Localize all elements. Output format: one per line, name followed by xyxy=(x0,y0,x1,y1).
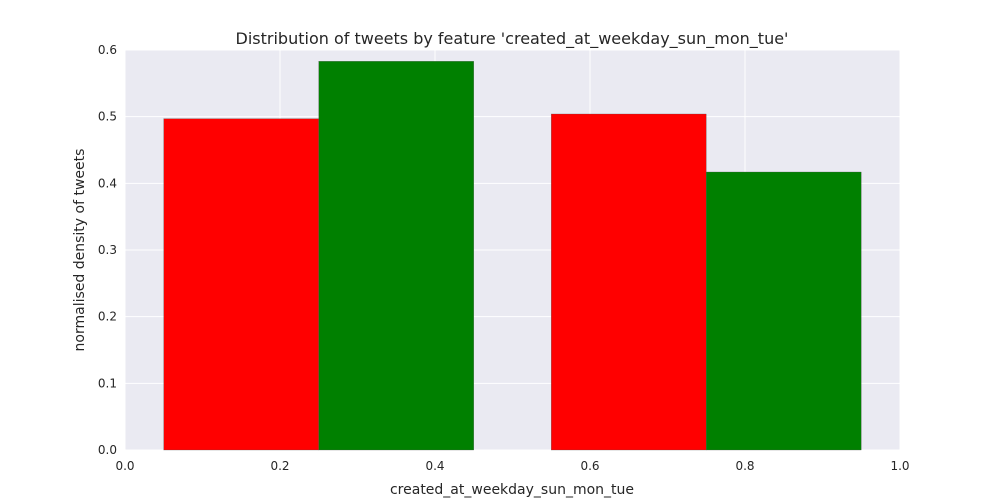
y-tick-label: 0.1 xyxy=(98,376,117,390)
bar-4 xyxy=(706,171,862,451)
x-tick-label: 0.4 xyxy=(425,459,444,473)
bar-1 xyxy=(163,118,319,451)
x-tick-label: 1.0 xyxy=(890,459,909,473)
y-tick-label: 0.3 xyxy=(98,243,117,257)
y-axis-label: normalised density of tweets xyxy=(72,149,88,352)
y-tick-label: 0.6 xyxy=(98,43,117,57)
x-tick-label: 0.0 xyxy=(115,459,134,473)
x-tick-label: 0.6 xyxy=(580,459,599,473)
y-tick-label: 0.2 xyxy=(98,310,117,324)
y-tick-label: 0.4 xyxy=(98,176,117,190)
bar-2 xyxy=(318,61,474,451)
x-tick-label: 0.8 xyxy=(735,459,754,473)
x-axis-label: created_at_weekday_sun_mon_tue xyxy=(390,482,634,498)
y-tick-label: 0.0 xyxy=(98,443,117,457)
chart-title: Distribution of tweets by feature 'creat… xyxy=(236,29,789,49)
y-tick-label: 0.5 xyxy=(98,110,117,124)
bar-3 xyxy=(551,113,707,451)
x-tick-label: 0.2 xyxy=(270,459,289,473)
